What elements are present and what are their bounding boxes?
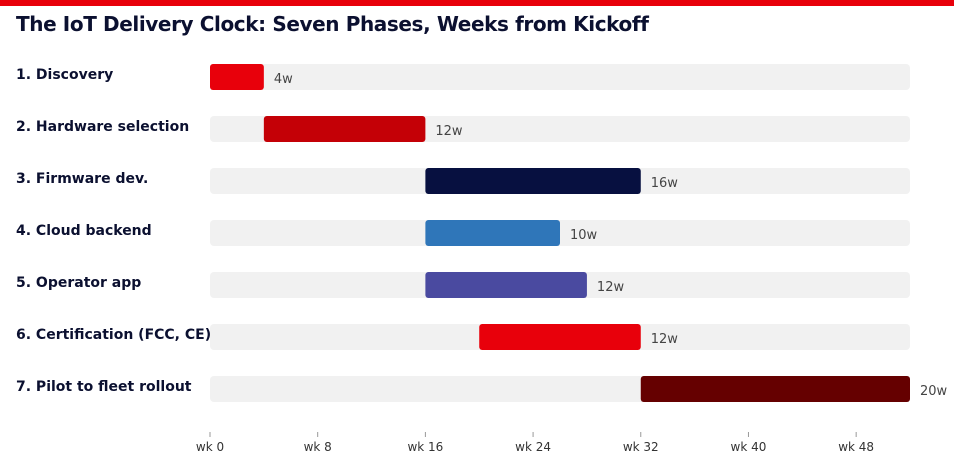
phase-bar <box>425 220 560 246</box>
x-tick-label: wk 16 <box>407 440 443 454</box>
phase-bar <box>425 168 641 194</box>
x-tick-label: wk 0 <box>196 440 224 454</box>
phase-row: 7. Pilot to fleet rollout 20w <box>16 376 948 402</box>
phase-row: 2. Hardware selection 12w <box>16 116 910 142</box>
phase-label: 2. Hardware selection <box>16 119 189 135</box>
duration-label: 4w <box>274 72 293 87</box>
x-tick-label: wk 40 <box>731 440 767 454</box>
phase-row: 6. Certification (FCC, CE) 12w <box>16 324 910 350</box>
phase-row: 1. Discovery 4w <box>16 64 910 90</box>
x-tick-label: wk 32 <box>623 440 659 454</box>
chart-title: The IoT Delivery Clock: Seven Phases, We… <box>16 12 649 36</box>
top-accent-stripe <box>0 0 954 6</box>
phase-track <box>210 64 910 90</box>
phase-bar <box>479 324 641 350</box>
phase-label: 7. Pilot to fleet rollout <box>16 379 192 395</box>
phase-bar <box>640 376 910 402</box>
x-axis: wk 0 wk 8 wk 16 wk 24 wk 32 wk 40 wk 48 <box>196 432 874 454</box>
phase-row: 4. Cloud backend 10w <box>16 220 910 246</box>
phase-bar <box>210 64 264 90</box>
duration-label: 10w <box>570 228 598 243</box>
phase-label: 4. Cloud backend <box>16 223 152 239</box>
phase-row: 5. Operator app 12w <box>16 272 910 298</box>
duration-label: 20w <box>920 384 948 399</box>
duration-label: 12w <box>435 124 463 139</box>
phase-bar <box>263 116 426 142</box>
duration-label: 12w <box>597 280 625 295</box>
phase-label: 1. Discovery <box>16 67 113 83</box>
phase-label: 3. Firmware dev. <box>16 171 148 187</box>
phase-label: 5. Operator app <box>16 275 141 291</box>
phase-label: 6. Certification (FCC, CE) <box>16 327 211 343</box>
x-tick-label: wk 8 <box>304 440 332 454</box>
x-tick-label: wk 48 <box>838 440 874 454</box>
phase-row: 3. Firmware dev. 16w <box>16 168 910 194</box>
phase-bar <box>425 272 587 298</box>
x-tick-label: wk 24 <box>515 440 551 454</box>
phase-rows: 1. Discovery 4w 2. Hardware selection 12w 3.… <box>16 64 948 402</box>
duration-label: 12w <box>651 332 679 347</box>
duration-label: 16w <box>651 176 679 191</box>
